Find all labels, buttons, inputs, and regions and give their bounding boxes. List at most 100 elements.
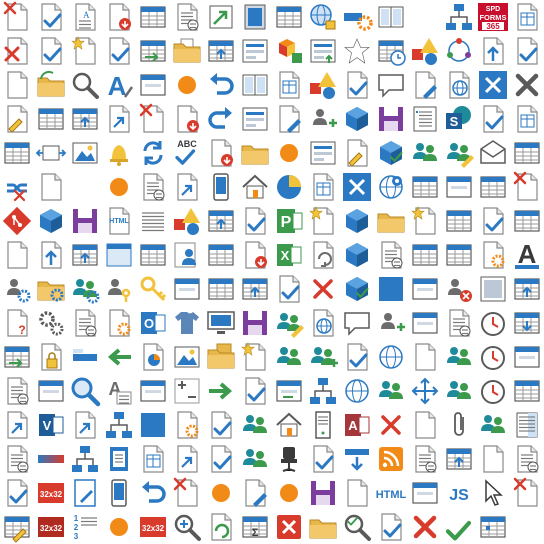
rss-icon (375, 443, 407, 475)
doc-rotate-icon (307, 239, 339, 271)
pie-doc-icon (137, 341, 169, 373)
window-icon (409, 477, 441, 509)
font-a-bar-icon: A (511, 239, 543, 271)
globe-icon (341, 375, 373, 407)
doc-pen-icon (239, 477, 271, 509)
magnify-big-icon (69, 375, 101, 407)
doc-star-icon (239, 341, 271, 373)
excel-icon: X (273, 239, 305, 271)
people-icon (409, 137, 441, 169)
code-icon (69, 171, 101, 203)
shapes-icon (307, 69, 339, 101)
doc-list-icon (375, 239, 407, 271)
doc-check-icon (205, 443, 237, 475)
cube-check-icon (375, 137, 407, 169)
window-icon (35, 375, 67, 407)
tools-icon (477, 69, 509, 101)
doc-icon (477, 443, 509, 475)
svg-text:3: 3 (74, 532, 79, 541)
doc-x-icon (511, 171, 543, 203)
grid-arrow-icon (1, 341, 33, 373)
list-icon (409, 103, 441, 135)
timer-icon (477, 375, 509, 407)
html-text-icon: HTML (375, 477, 407, 509)
tools-icon (341, 171, 373, 203)
svg-text:365: 365 (486, 22, 500, 31)
doc-star-icon (307, 205, 339, 237)
doc-edit-icon (341, 137, 373, 169)
svg-text:X: X (281, 248, 290, 263)
doc-pen-icon (273, 103, 305, 135)
dot-orange-icon (103, 511, 135, 543)
arrows-box-icon (35, 137, 67, 169)
undo-icon (205, 69, 237, 101)
doc-list-icon (171, 1, 203, 33)
font-a-icon: A (103, 69, 135, 101)
split-icon (239, 69, 271, 101)
doc-down-icon (239, 239, 271, 271)
square-blue-icon (375, 273, 407, 305)
save-icon (239, 307, 271, 339)
window-arrow-icon (273, 375, 305, 407)
window-icon (511, 341, 543, 373)
spd-badge-icon: SPD FORMS 365 (477, 1, 509, 33)
form-blue-icon (103, 239, 135, 271)
grid-icon (477, 171, 509, 203)
x-cross-icon (307, 273, 339, 305)
dot-orange-icon (273, 137, 305, 169)
cube-icon (35, 205, 67, 237)
doc-text-icon: A (69, 1, 101, 33)
size-badge-icon: 32x32 (35, 477, 67, 509)
minus-gear-icon (341, 1, 373, 33)
doc-up-icon (477, 35, 509, 67)
doc-check-icon (477, 103, 509, 135)
flow-icon (69, 443, 101, 475)
doc-down-icon (205, 137, 237, 169)
globe-icon (375, 341, 407, 373)
doc-check-icon (511, 35, 543, 67)
calendar-clock-icon (375, 35, 407, 67)
svg-text:?: ? (18, 323, 25, 337)
grid-pen-icon (1, 511, 33, 543)
people-x-icon (443, 273, 475, 305)
mobile-icon (103, 477, 135, 509)
people-icon (273, 341, 305, 373)
doc-x-icon (1, 1, 33, 33)
grid-icon (35, 103, 67, 135)
people-icon (443, 341, 475, 373)
grid-up-icon (511, 273, 543, 305)
doc-gear-icon (171, 409, 203, 441)
refresh-doc-icon (205, 511, 237, 543)
server-icon (307, 409, 339, 441)
plus-minus-icon (171, 375, 203, 407)
people-gear-icon (69, 273, 101, 305)
doc-check-icon (273, 273, 305, 305)
doc-table-icon (273, 69, 305, 101)
dot-orange-icon (103, 171, 135, 203)
doc-icon (1, 239, 33, 271)
doc-check-icon (239, 375, 271, 407)
x-cross-icon (375, 409, 407, 441)
size-badge-icon: 32x32 (137, 511, 169, 543)
form-up-icon (307, 35, 339, 67)
sitemap-icon (103, 409, 135, 441)
people-shape-icon (273, 35, 305, 67)
doc-table-icon (307, 171, 339, 203)
doc-gear-icon (103, 307, 135, 339)
grid-icon (511, 137, 543, 169)
doc-lines-icon (103, 443, 135, 475)
cursor-icon (477, 477, 509, 509)
doc-pen-icon (409, 69, 441, 101)
split-icon (375, 1, 407, 33)
size-badge-off-icon: 32x32 (35, 511, 67, 543)
window-icon (137, 69, 169, 101)
doc-check-icon (205, 409, 237, 441)
doc-edit-icon (1, 103, 33, 135)
home-icon (239, 171, 271, 203)
x-box-icon (273, 511, 305, 543)
speech-icon (341, 307, 373, 339)
svg-text:A: A (108, 71, 127, 101)
doc-arrow-icon (103, 103, 135, 135)
doc-x-icon (171, 477, 203, 509)
